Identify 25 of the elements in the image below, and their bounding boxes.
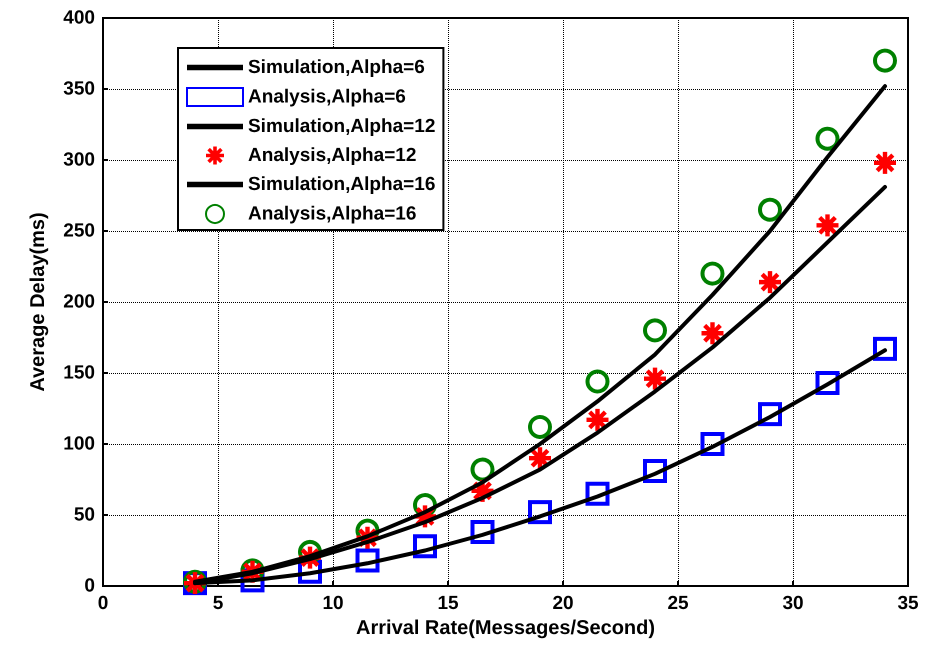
- x-tick-label: 10: [322, 593, 344, 614]
- y-tick-label: 250: [63, 220, 95, 242]
- y-tick-label: 300: [63, 150, 95, 170]
- legend-label: Simulation,Alpha=12: [248, 116, 436, 137]
- x-axis-title: Arrival Rate(Messages/Second): [356, 616, 656, 639]
- y-axis-title: Average Delay(ms): [27, 212, 49, 392]
- y-tick-label: 150: [63, 362, 95, 384]
- legend-label: Analysis,Alpha=12: [248, 145, 416, 166]
- y-tick-label: 400: [63, 8, 95, 28]
- legend-label: Simulation,Alpha=6: [248, 57, 425, 78]
- x-tick-label: 5: [212, 593, 224, 614]
- legend-label: Analysis,Alpha=6: [248, 86, 406, 108]
- x-tick-label: 20: [552, 593, 574, 614]
- y-tick-label: 350: [63, 78, 95, 100]
- x-tick-label: 0: [98, 593, 108, 614]
- x-tick-label: 25: [667, 593, 689, 614]
- legend-label: Analysis,Alpha=16: [248, 204, 416, 224]
- y-tick-label: 50: [74, 504, 95, 526]
- x-tick-label: 15: [437, 593, 459, 614]
- y-tick-label: 100: [63, 434, 95, 454]
- x-tick-label: 30: [782, 593, 804, 614]
- y-tick-label: 200: [63, 292, 95, 312]
- x-tick-label: 35: [897, 593, 919, 614]
- legend-label: Simulation,Alpha=16: [248, 174, 436, 195]
- y-tick-label: 0: [84, 576, 95, 596]
